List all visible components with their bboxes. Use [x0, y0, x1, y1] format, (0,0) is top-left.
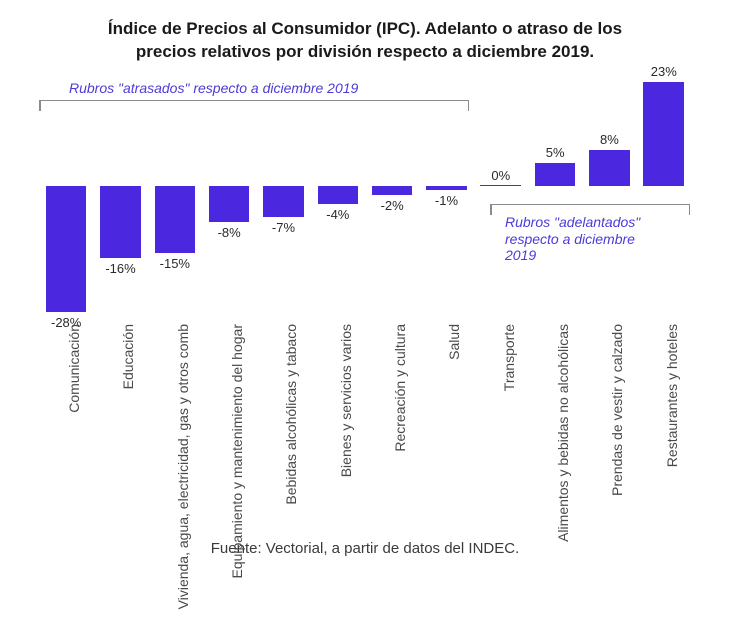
category-labels: Comunicación Educación Vivienda, agua, ele…: [35, 324, 695, 534]
category-label: Vivienda, agua, electricidad, gas y otro…: [175, 324, 191, 609]
bar: [318, 186, 359, 204]
bar-slot: -2%: [368, 82, 416, 312]
category-label: Bienes y servicios varios: [338, 324, 354, 477]
category-label: Transporte: [501, 324, 517, 391]
bar: [209, 186, 250, 222]
bar: [372, 186, 413, 195]
bar-slot: -1%: [422, 82, 470, 312]
bar-slot: 23%: [640, 82, 688, 312]
source-text: Fuente: Vectorial, a partir de datos del…: [0, 540, 730, 557]
bar: [100, 186, 141, 258]
bar-slot: -8%: [205, 82, 253, 312]
bar-slot: -28%: [42, 82, 90, 312]
category-slot: Transporte: [477, 324, 525, 534]
bar-slot: -16%: [96, 82, 144, 312]
bar: [426, 186, 467, 191]
category-label: Educación: [120, 324, 136, 389]
bar: [155, 186, 196, 254]
bar-slot: 0%: [477, 82, 525, 312]
category-slot: Restaurantes y hoteles: [640, 324, 688, 534]
category-label: Salud: [446, 324, 462, 360]
category-slot: Equipamiento y mantenimiento del hogar: [205, 324, 253, 534]
value-label: -1%: [413, 193, 481, 208]
bar: [535, 163, 576, 186]
category-label: Prendas de vestir y calzado: [609, 324, 625, 496]
chart-title: Índice de Precios al Consumidor (IPC). A…: [0, 0, 730, 72]
chart-area: Rubros "atrasados" respecto a diciembre …: [35, 82, 695, 534]
bar: [643, 82, 684, 186]
category-label: Alimentos y bebidas no alcohólicas: [555, 324, 571, 542]
category-label: Bebidas alcohólicas y tabaco: [283, 324, 299, 505]
bar: [263, 186, 304, 218]
category-slot: Bebidas alcohólicas y tabaco: [259, 324, 307, 534]
value-label: 23%: [630, 64, 698, 79]
value-label: 5%: [521, 145, 589, 160]
category-slot: Comunicación: [42, 324, 90, 534]
bar: [46, 186, 87, 312]
bar-slot: 8%: [585, 82, 633, 312]
title-line-2: precios relativos por división respecto …: [136, 42, 594, 61]
value-label: 0%: [467, 168, 535, 183]
title-line-1: Índice de Precios al Consumidor (IPC). A…: [108, 19, 622, 38]
category-label: Comunicación: [66, 324, 82, 413]
category-slot: Prendas de vestir y calzado: [585, 324, 633, 534]
category-slot: Salud: [422, 324, 470, 534]
category-slot: Recreación y cultura: [368, 324, 416, 534]
category-slot: Bienes y servicios varios: [314, 324, 362, 534]
bar-slot: -7%: [259, 82, 307, 312]
bar: [589, 150, 630, 186]
category-label: Equipamiento y mantenimiento del hogar: [229, 324, 245, 579]
bar-slot: 5%: [531, 82, 579, 312]
category-slot: Vivienda, agua, electricidad, gas y otro…: [151, 324, 199, 534]
value-label: -7%: [250, 220, 318, 235]
bar-slot: -15%: [151, 82, 199, 312]
category-slot: Alimentos y bebidas no alcohólicas: [531, 324, 579, 534]
bar-container: -28%-16%-15%-8%-7%-4%-2%-1%0%5%8%23%: [35, 82, 695, 312]
bar: [480, 185, 521, 186]
category-slot: Educación: [96, 324, 144, 534]
bar-slot: -4%: [314, 82, 362, 312]
value-label: 8%: [576, 132, 644, 147]
category-label: Restaurantes y hoteles: [664, 324, 680, 467]
value-label: -15%: [141, 256, 209, 271]
category-label: Recreación y cultura: [392, 324, 408, 452]
plot-region: -28%-16%-15%-8%-7%-4%-2%-1%0%5%8%23%: [35, 82, 695, 312]
